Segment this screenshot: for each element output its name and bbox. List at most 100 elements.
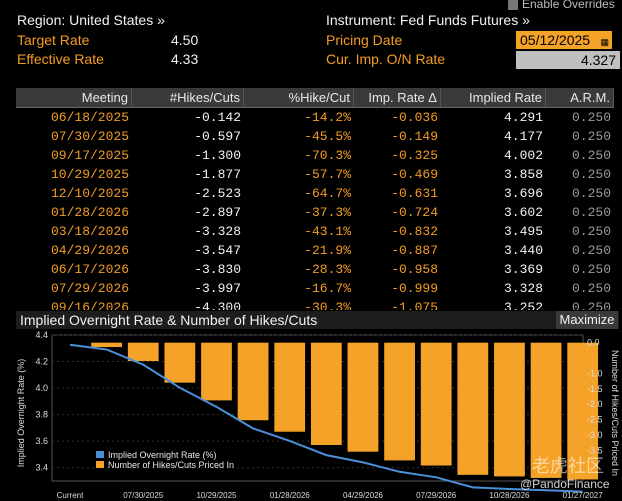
table-cell: -70.3% bbox=[304, 148, 351, 163]
table-cell: 0.250 bbox=[571, 281, 611, 296]
table-cell: -1.300 bbox=[194, 148, 241, 163]
right-axis-label: Number of Hikes/Cuts Priced In bbox=[610, 350, 620, 476]
table-row[interactable]: 07/30/2025 -0.597 -45.5% -0.149 4.177 0.250 bbox=[16, 127, 614, 146]
table-cell: 3.328 bbox=[503, 281, 543, 296]
table-cell: -4.300 bbox=[194, 300, 241, 310]
table-cell: 01/28/2026 bbox=[50, 205, 129, 220]
col-hikes-cuts[interactable]: #Hikes/Cuts bbox=[132, 88, 244, 107]
x-axis-ticks: Current 07/30/2025 10/29/2025 01/28/2026 04/… bbox=[57, 491, 604, 500]
table-row[interactable]: 07/29/2026 -3.997 -16.7% -0.999 3.328 0.250 bbox=[16, 279, 614, 298]
right-tick-label: -1.0 bbox=[587, 368, 603, 378]
x-tick-label: 10/29/2025 bbox=[196, 491, 237, 500]
table-row[interactable]: 06/17/2026 -3.830 -28.3% -0.958 3.369 0.250 bbox=[16, 260, 614, 279]
table-row[interactable]: 10/29/2025 -1.877 -57.7% -0.469 3.858 0.250 bbox=[16, 165, 614, 184]
table-cell: 0.250 bbox=[571, 224, 611, 239]
table-cell: -1.877 bbox=[194, 167, 241, 182]
col-meeting[interactable]: Meeting bbox=[16, 88, 132, 107]
hikes-cuts-bar bbox=[164, 342, 196, 383]
table-cell: -0.036 bbox=[391, 110, 438, 125]
table-cell: -45.5% bbox=[304, 129, 351, 144]
left-tick-label: 4.4 bbox=[35, 330, 48, 340]
hikes-cuts-bar bbox=[494, 342, 525, 477]
table-cell: -0.999 bbox=[391, 281, 438, 296]
legend-bar-label: Number of Hikes/Cuts Priced In bbox=[108, 460, 234, 470]
right-tick-label: -2.5 bbox=[587, 415, 603, 425]
left-tick-label: 3.6 bbox=[35, 436, 48, 446]
legend-line-swatch bbox=[96, 451, 104, 458]
left-tick-label: 3.4 bbox=[35, 463, 48, 473]
table-cell: -0.631 bbox=[391, 186, 438, 201]
table-cell: 07/29/2026 bbox=[50, 281, 129, 296]
meetings-table: Meeting #Hikes/Cuts %Hike/Cut Imp. Rate … bbox=[16, 88, 614, 310]
table-cell: -0.724 bbox=[391, 205, 438, 220]
region-selector[interactable]: Region: United States » bbox=[17, 12, 165, 28]
table-cell: -14.2% bbox=[304, 110, 351, 125]
target-rate-label: Target Rate bbox=[17, 32, 90, 48]
table-cell: -3.830 bbox=[194, 262, 241, 277]
table-cell: 3.440 bbox=[503, 243, 543, 258]
watermark-credit: @PandoFinance bbox=[520, 477, 610, 491]
left-tick-label: 4.2 bbox=[35, 357, 48, 367]
table-cell: -57.7% bbox=[304, 167, 351, 182]
x-tick-label: 04/29/2026 bbox=[343, 491, 384, 500]
right-tick-label: -1.5 bbox=[587, 384, 603, 394]
table-cell: -28.3% bbox=[304, 262, 351, 277]
table-cell: -37.3% bbox=[304, 205, 351, 220]
table-row[interactable]: 12/10/2025 -2.523 -64.7% -0.631 3.696 0.250 bbox=[16, 184, 614, 203]
hikes-cuts-bar bbox=[127, 342, 159, 362]
table-cell: 0.250 bbox=[571, 243, 611, 258]
x-tick-label: 01/27/2027 bbox=[563, 491, 604, 500]
effective-rate-value: 4.33 bbox=[171, 51, 199, 67]
table-row[interactable]: 04/29/2026 -3.547 -21.9% -0.887 3.440 0.250 bbox=[16, 241, 614, 260]
table-row[interactable]: 09/16/2026 -4.300 -30.3% -1.075 3.252 0.250 bbox=[16, 298, 614, 310]
table-row[interactable]: 09/17/2025 -1.300 -70.3% -0.325 4.002 0.250 bbox=[16, 146, 614, 165]
hikes-cuts-bar bbox=[420, 342, 452, 466]
hikes-cuts-bar bbox=[457, 342, 489, 475]
table-cell: 04/29/2026 bbox=[50, 243, 129, 258]
table-cell: -0.887 bbox=[391, 243, 438, 258]
table-row[interactable]: 03/18/2026 -3.328 -43.1% -0.832 3.495 0.250 bbox=[16, 222, 614, 241]
col-pct-hike-cut[interactable]: %Hike/Cut bbox=[244, 88, 354, 107]
table-cell: 0.250 bbox=[571, 110, 611, 125]
table-cell: 03/18/2026 bbox=[50, 224, 129, 239]
hikes-cuts-bar bbox=[384, 342, 415, 461]
calendar-icon[interactable]: ▦ bbox=[600, 37, 609, 47]
table-cell: 0.250 bbox=[571, 167, 611, 182]
table-cell: 3.495 bbox=[503, 224, 543, 239]
table-cell: 0.250 bbox=[571, 262, 611, 277]
maximize-button[interactable]: Maximize bbox=[556, 311, 618, 329]
checkbox-icon[interactable] bbox=[508, 0, 518, 10]
table-body: 06/18/2025 -0.142 -14.2% -0.036 4.291 0.250 07… bbox=[16, 108, 614, 310]
hikes-cuts-bar bbox=[310, 342, 342, 445]
hikes-cuts-bar bbox=[530, 342, 562, 478]
table-cell: -16.7% bbox=[304, 281, 351, 296]
instrument-selector[interactable]: Instrument: Fed Funds Futures » bbox=[326, 12, 530, 28]
table-cell: -0.325 bbox=[391, 148, 438, 163]
table-row[interactable]: 06/18/2025 -0.142 -14.2% -0.036 4.291 0.250 bbox=[16, 108, 614, 127]
right-tick-label: -3.0 bbox=[587, 430, 603, 440]
left-axis-ticks: 4.4 4.2 4.0 3.8 3.6 3.4 bbox=[35, 330, 48, 473]
implied-rate-chart: 4.4 4.2 4.0 3.8 3.6 3.4 0.0 -1.0 -1.5 -2.0 -2.5 -3… bbox=[16, 330, 620, 500]
left-tick-label: 3.8 bbox=[35, 410, 48, 420]
table-cell: -30.3% bbox=[304, 300, 351, 310]
x-tick-label: 10/28/2026 bbox=[489, 491, 530, 500]
chart-bars bbox=[91, 342, 599, 480]
table-cell: -0.469 bbox=[391, 167, 438, 182]
table-cell: -1.075 bbox=[391, 300, 438, 310]
hikes-cuts-bar bbox=[567, 342, 599, 480]
enable-overrides-checkbox[interactable]: Enable Overrides bbox=[508, 0, 615, 11]
col-implied-rate[interactable]: Implied Rate bbox=[441, 88, 546, 107]
table-cell: 3.696 bbox=[503, 186, 543, 201]
table-cell: 12/10/2025 bbox=[50, 186, 129, 201]
col-arm[interactable]: A.R.M. bbox=[546, 88, 614, 107]
col-imp-rate-delta[interactable]: Imp. Rate Δ bbox=[354, 88, 441, 107]
pricing-date-input[interactable]: 05/12/2025 ▦ bbox=[516, 31, 612, 49]
table-row[interactable]: 01/28/2026 -2.897 -37.3% -0.724 3.602 0.250 bbox=[16, 203, 614, 222]
x-tick-label: 01/28/2026 bbox=[270, 491, 311, 500]
cur-imp-input[interactable]: 4.327 bbox=[516, 51, 620, 69]
target-rate-value: 4.50 bbox=[171, 32, 199, 48]
table-cell: 4.291 bbox=[503, 110, 543, 125]
legend-line-label: Implied Overnight Rate (%) bbox=[108, 450, 217, 460]
right-tick-label: 0.0 bbox=[587, 338, 600, 348]
table-cell: 0.250 bbox=[571, 205, 611, 220]
